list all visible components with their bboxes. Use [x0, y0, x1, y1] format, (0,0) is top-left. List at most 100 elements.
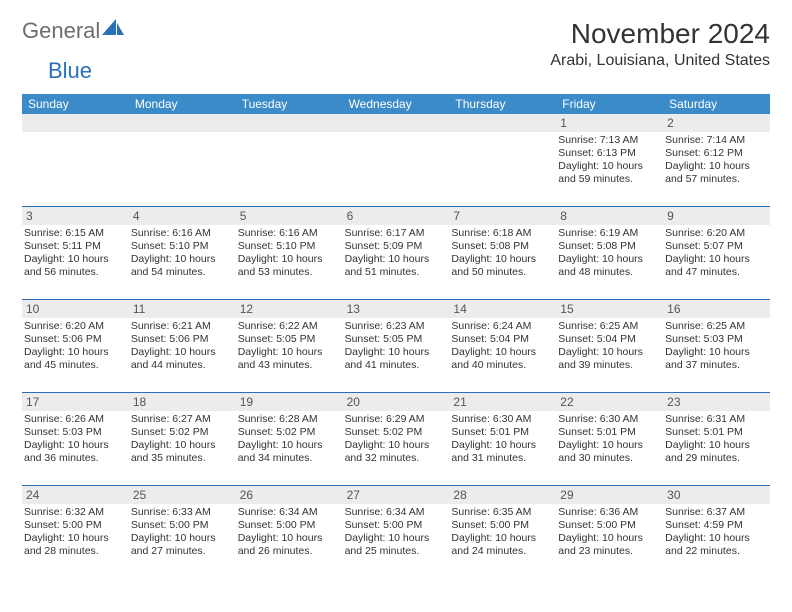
sunset-text: Sunset: 6:12 PM: [665, 147, 766, 160]
sunset-text: Sunset: 5:08 PM: [451, 240, 552, 253]
day-cell: [236, 114, 343, 206]
daylight-text-1: Daylight: 10 hours: [24, 439, 125, 452]
sunset-text: Sunset: 5:02 PM: [131, 426, 232, 439]
sunrise-text: Sunrise: 6:36 AM: [558, 506, 659, 519]
day-body: [22, 132, 129, 136]
day-number: 19: [236, 393, 343, 411]
day-cell: 9Sunrise: 6:20 AMSunset: 5:07 PMDaylight…: [663, 207, 770, 299]
day-body: [449, 132, 556, 136]
logo: General: [22, 18, 124, 44]
daylight-text-2: and 44 minutes.: [131, 359, 232, 372]
daylight-text-1: Daylight: 10 hours: [238, 439, 339, 452]
daylight-text-1: Daylight: 10 hours: [451, 532, 552, 545]
daylight-text-2: and 23 minutes.: [558, 545, 659, 558]
day-body: Sunrise: 6:31 AMSunset: 5:01 PMDaylight:…: [663, 411, 770, 467]
day-body: Sunrise: 6:15 AMSunset: 5:11 PMDaylight:…: [22, 225, 129, 281]
daylight-text-2: and 51 minutes.: [345, 266, 446, 279]
daylight-text-2: and 50 minutes.: [451, 266, 552, 279]
daylight-text-2: and 48 minutes.: [558, 266, 659, 279]
sunrise-text: Sunrise: 6:20 AM: [24, 320, 125, 333]
daylight-text-2: and 37 minutes.: [665, 359, 766, 372]
daylight-text-2: and 35 minutes.: [131, 452, 232, 465]
sunset-text: Sunset: 5:11 PM: [24, 240, 125, 253]
weekday-header-row: Sunday Monday Tuesday Wednesday Thursday…: [22, 94, 770, 114]
day-body: [129, 132, 236, 136]
daylight-text-2: and 39 minutes.: [558, 359, 659, 372]
day-number: 22: [556, 393, 663, 411]
daylight-text-1: Daylight: 10 hours: [558, 439, 659, 452]
day-cell: 14Sunrise: 6:24 AMSunset: 5:04 PMDayligh…: [449, 300, 556, 392]
daylight-text-1: Daylight: 10 hours: [131, 439, 232, 452]
day-number: 6: [343, 207, 450, 225]
daylight-text-1: Daylight: 10 hours: [665, 346, 766, 359]
day-body: Sunrise: 6:34 AMSunset: 5:00 PMDaylight:…: [343, 504, 450, 560]
daylight-text-2: and 24 minutes.: [451, 545, 552, 558]
sunset-text: Sunset: 5:01 PM: [451, 426, 552, 439]
sunset-text: Sunset: 5:03 PM: [665, 333, 766, 346]
weeks-container: 1Sunrise: 7:13 AMSunset: 6:13 PMDaylight…: [22, 114, 770, 578]
day-number: 30: [663, 486, 770, 504]
sunrise-text: Sunrise: 6:24 AM: [451, 320, 552, 333]
logo-text-blue: Blue: [48, 58, 92, 83]
daylight-text-1: Daylight: 10 hours: [451, 253, 552, 266]
day-body: Sunrise: 6:19 AMSunset: 5:08 PMDaylight:…: [556, 225, 663, 281]
day-number: 7: [449, 207, 556, 225]
sunrise-text: Sunrise: 6:34 AM: [238, 506, 339, 519]
sunset-text: Sunset: 5:01 PM: [558, 426, 659, 439]
sunrise-text: Sunrise: 6:19 AM: [558, 227, 659, 240]
day-number: 17: [22, 393, 129, 411]
day-cell: 5Sunrise: 6:16 AMSunset: 5:10 PMDaylight…: [236, 207, 343, 299]
calendar: Sunday Monday Tuesday Wednesday Thursday…: [22, 94, 770, 578]
sunset-text: Sunset: 5:00 PM: [558, 519, 659, 532]
sunset-text: Sunset: 5:01 PM: [665, 426, 766, 439]
day-cell: 1Sunrise: 7:13 AMSunset: 6:13 PMDaylight…: [556, 114, 663, 206]
sunset-text: Sunset: 5:05 PM: [345, 333, 446, 346]
daylight-text-1: Daylight: 10 hours: [558, 253, 659, 266]
day-cell: 12Sunrise: 6:22 AMSunset: 5:05 PMDayligh…: [236, 300, 343, 392]
day-cell: 25Sunrise: 6:33 AMSunset: 5:00 PMDayligh…: [129, 486, 236, 578]
month-title: November 2024: [550, 18, 770, 50]
weekday-sunday: Sunday: [22, 94, 129, 114]
daylight-text-1: Daylight: 10 hours: [345, 439, 446, 452]
sunrise-text: Sunrise: 6:35 AM: [451, 506, 552, 519]
sunrise-text: Sunrise: 6:33 AM: [131, 506, 232, 519]
daylight-text-1: Daylight: 10 hours: [24, 532, 125, 545]
week-row: 3Sunrise: 6:15 AMSunset: 5:11 PMDaylight…: [22, 206, 770, 299]
sunset-text: Sunset: 5:00 PM: [238, 519, 339, 532]
day-body: [343, 132, 450, 136]
sunset-text: Sunset: 5:04 PM: [558, 333, 659, 346]
daylight-text-2: and 25 minutes.: [345, 545, 446, 558]
daylight-text-2: and 59 minutes.: [558, 173, 659, 186]
day-number: 9: [663, 207, 770, 225]
sunset-text: Sunset: 5:00 PM: [131, 519, 232, 532]
day-number: 29: [556, 486, 663, 504]
day-cell: 13Sunrise: 6:23 AMSunset: 5:05 PMDayligh…: [343, 300, 450, 392]
sunset-text: Sunset: 5:06 PM: [131, 333, 232, 346]
day-cell: 10Sunrise: 6:20 AMSunset: 5:06 PMDayligh…: [22, 300, 129, 392]
day-cell: 26Sunrise: 6:34 AMSunset: 5:00 PMDayligh…: [236, 486, 343, 578]
daylight-text-2: and 56 minutes.: [24, 266, 125, 279]
daylight-text-1: Daylight: 10 hours: [238, 253, 339, 266]
daylight-text-2: and 40 minutes.: [451, 359, 552, 372]
weekday-tuesday: Tuesday: [236, 94, 343, 114]
day-number: 10: [22, 300, 129, 318]
day-body: Sunrise: 6:20 AMSunset: 5:06 PMDaylight:…: [22, 318, 129, 374]
day-body: Sunrise: 6:22 AMSunset: 5:05 PMDaylight:…: [236, 318, 343, 374]
daylight-text-1: Daylight: 10 hours: [238, 532, 339, 545]
day-body: Sunrise: 6:37 AMSunset: 4:59 PMDaylight:…: [663, 504, 770, 560]
daylight-text-1: Daylight: 10 hours: [24, 253, 125, 266]
day-number: 3: [22, 207, 129, 225]
sunrise-text: Sunrise: 6:20 AM: [665, 227, 766, 240]
day-body: Sunrise: 6:16 AMSunset: 5:10 PMDaylight:…: [129, 225, 236, 281]
sail-icon: [102, 19, 124, 42]
daylight-text-2: and 27 minutes.: [131, 545, 232, 558]
week-row: 1Sunrise: 7:13 AMSunset: 6:13 PMDaylight…: [22, 114, 770, 206]
sunrise-text: Sunrise: 6:34 AM: [345, 506, 446, 519]
day-number: [343, 114, 450, 132]
day-number: [236, 114, 343, 132]
sunrise-text: Sunrise: 6:22 AM: [238, 320, 339, 333]
sunrise-text: Sunrise: 6:25 AM: [558, 320, 659, 333]
day-body: Sunrise: 6:21 AMSunset: 5:06 PMDaylight:…: [129, 318, 236, 374]
sunrise-text: Sunrise: 6:31 AM: [665, 413, 766, 426]
day-body: Sunrise: 7:14 AMSunset: 6:12 PMDaylight:…: [663, 132, 770, 188]
